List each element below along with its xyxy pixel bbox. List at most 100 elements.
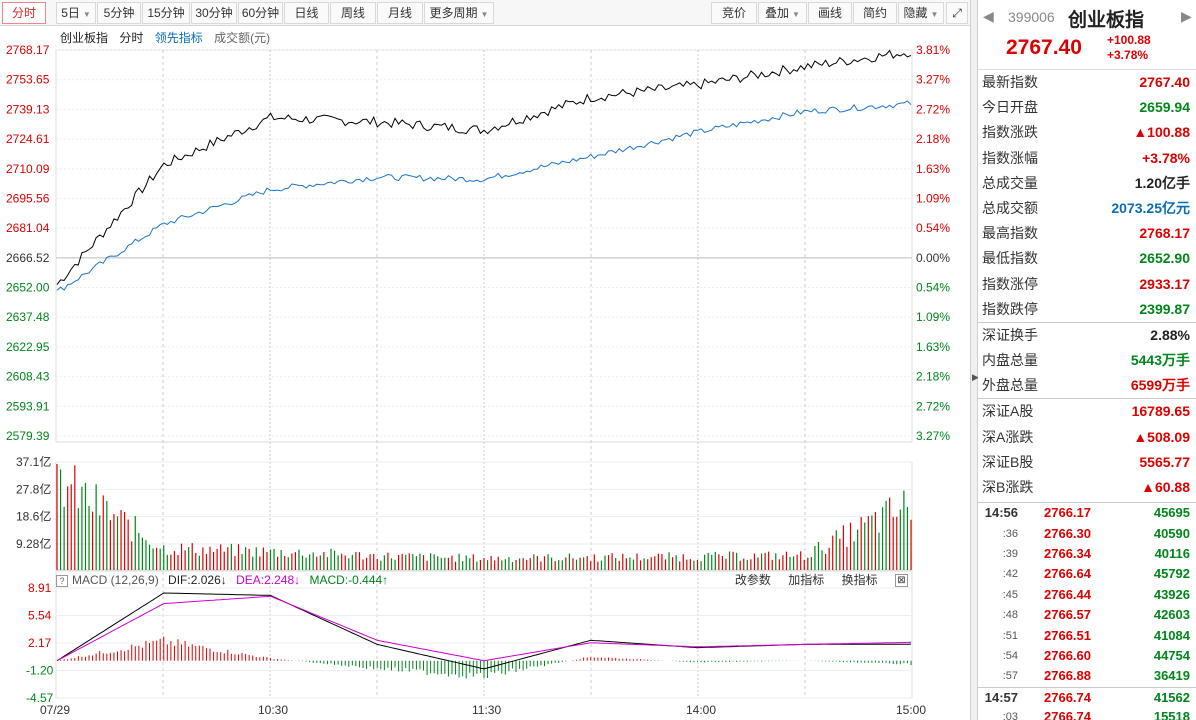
stat-value: 2933.17 (1139, 275, 1190, 292)
volume-bar (131, 541, 133, 570)
switch-indicator-button[interactable]: 换指标 (841, 573, 878, 587)
volume-bar (159, 548, 161, 570)
volume-bar (892, 516, 894, 570)
volume-bar (604, 555, 606, 570)
volume-bar (262, 547, 264, 570)
tool-button-4[interactable]: 隐藏 ▼ (898, 2, 944, 24)
panel-collapse-handle[interactable]: ▶ (970, 0, 979, 720)
collapse-arrow-icon[interactable]: ▶ (972, 372, 979, 382)
period-tab-5[interactable]: 60分钟 (238, 2, 283, 24)
volume-bar (84, 483, 87, 570)
volume-bar (547, 554, 549, 570)
volume-bar (330, 548, 332, 570)
volume-bar (266, 552, 268, 570)
volume-bar (355, 551, 357, 570)
caret-down-icon: ▼ (82, 10, 91, 19)
tool-button-0[interactable]: 竞价 (711, 2, 757, 24)
tick-time: :36 (1002, 527, 1018, 540)
volume-bar (885, 500, 887, 570)
volume-bar (906, 506, 909, 570)
volume-bar (387, 552, 389, 570)
add-indicator-button[interactable]: 加指标 (788, 573, 825, 587)
close-indicator-icon[interactable]: ⊠ (895, 574, 908, 588)
tool-button-1[interactable]: 叠加 ▼ (758, 2, 807, 24)
time-tick-label: 10:30 (258, 703, 288, 717)
tool-button-2[interactable]: 画线 (808, 2, 852, 24)
period-tab-2[interactable]: 5分钟 (97, 2, 141, 24)
volume-bar (220, 544, 222, 570)
tick-row: 14:57 2766.74 41562 (978, 686, 1196, 707)
volume-bar (721, 556, 724, 570)
volume-tick-label: 27.8亿 (16, 481, 51, 496)
volume-bar (810, 557, 812, 570)
volume-bar (237, 544, 240, 570)
volume-bar (618, 560, 620, 570)
period-tab-label: 30分钟 (195, 6, 233, 20)
macd-tick-label: -4.57 (26, 691, 54, 705)
volume-bar (543, 556, 546, 570)
change-params-button[interactable]: 改参数 (734, 573, 771, 587)
price-tick-label: 2622.95 (6, 340, 50, 354)
chart-legend: 创业板指 分时 领先指标 成交额(元) (60, 30, 278, 46)
period-tab-label: 15分钟 (147, 6, 185, 20)
tick-price: 2766.30 (1044, 525, 1091, 541)
price-tick-label: 2637.48 (6, 310, 50, 324)
period-tab-7[interactable]: 周线 (330, 2, 376, 24)
tool-button-3[interactable]: 简约 (853, 2, 897, 24)
stat-label: 今日开盘 (982, 99, 1038, 116)
change-percent: +3.78% (1107, 48, 1149, 62)
period-tab-0[interactable]: 分时 (2, 2, 46, 24)
macd-help-icon[interactable]: ? (56, 574, 68, 587)
tool-button-label: 竞价 (721, 6, 746, 20)
volume-bar (639, 560, 642, 570)
volume-bar (280, 550, 282, 570)
period-tab-3[interactable]: 15分钟 (142, 2, 190, 24)
tick-volume: 40590 (1153, 525, 1190, 541)
tick-price: 2766.74 (1044, 709, 1091, 720)
volume-bar (419, 553, 421, 570)
period-tab-1[interactable]: 5日 ▼ (56, 2, 96, 24)
fullscreen-icon[interactable]: ⤢ (946, 2, 968, 24)
volume-bar (134, 516, 136, 570)
volume-bar (789, 556, 791, 570)
volume-bar (654, 556, 656, 570)
percent-tick-label: 2.18% (916, 132, 950, 146)
next-arrow-icon[interactable]: ▶ (1181, 8, 1192, 24)
stat-row: 深证换手 2.88% (978, 323, 1196, 348)
volume-bar (675, 555, 677, 570)
stat-label: 指数涨幅 (982, 149, 1038, 166)
volume-bar (508, 557, 510, 570)
volume-bar (878, 532, 880, 570)
volume-bar (74, 465, 76, 570)
tick-list[interactable]: 14:56 2766.17 45695:36 2766.30 40590:39 2766.… (978, 502, 1196, 720)
stat-value: 16789.65 (1131, 403, 1190, 420)
period-tab-9[interactable]: 更多周期 ▼ (424, 2, 494, 24)
legend-mode: 分时 (119, 31, 144, 45)
period-tab-8[interactable]: 月线 (377, 2, 423, 24)
tick-volume: 40116 (1154, 545, 1190, 561)
volume-bar (341, 553, 343, 570)
volume-bar (408, 553, 410, 570)
stat-label: 内盘总量 (982, 352, 1038, 369)
legend-leader-indicator[interactable]: 领先指标 (154, 31, 203, 45)
volume-bar (205, 554, 208, 570)
volume-bar (398, 555, 400, 570)
period-tab-label: 60分钟 (241, 6, 280, 20)
volume-bar (433, 554, 435, 570)
stat-label: 总成交额 (982, 199, 1038, 216)
stat-value: 2767.40 (1139, 74, 1190, 90)
volume-bar (177, 554, 179, 570)
volume-bar (227, 547, 229, 570)
volume-bar (255, 547, 257, 570)
caret-down-icon: ▼ (792, 10, 800, 19)
volume-bar (184, 550, 186, 570)
tick-row: :36 2766.30 40590 (978, 524, 1196, 544)
stat-value: 2768.17 (1139, 225, 1190, 242)
tick-time: :03 (1002, 711, 1018, 720)
prev-arrow-icon[interactable]: ◀ (983, 8, 994, 24)
volume-bar (252, 556, 254, 570)
volume-bar (248, 548, 250, 570)
period-tab-4[interactable]: 30分钟 (191, 2, 237, 24)
volume-bar (607, 555, 610, 570)
period-tab-6[interactable]: 日线 (284, 2, 329, 24)
